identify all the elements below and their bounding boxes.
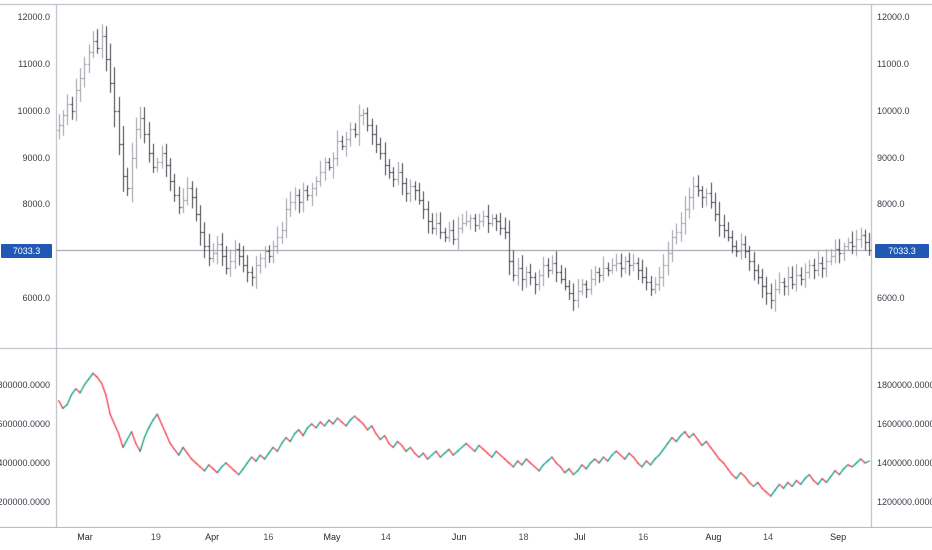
price-tick-label: 8000.0 — [877, 199, 905, 210]
right-price-axis[interactable]: 12000.0 11000.0 10000.0 9000.0 8000.0 6000.0 1… — [874, 0, 932, 550]
time-label: May — [323, 532, 341, 542]
price-tick-label: 9000.0 — [22, 152, 50, 163]
indicator-tick-label: 1800000.0000 — [877, 379, 932, 390]
time-label: Jun — [451, 532, 467, 542]
time-label: Apr — [205, 532, 220, 542]
last-price-badge-right: 7033.3 — [875, 243, 929, 258]
time-label: Mar — [77, 532, 93, 542]
price-tick-label: 12000.0 — [877, 12, 910, 23]
left-price-axis[interactable]: 12000.0 11000.0 10000.0 9000.0 8000.0 6000.0 1… — [0, 0, 54, 550]
time-label: 14 — [762, 532, 773, 542]
time-label: 14 — [380, 532, 391, 542]
last-price-badge-left: 7033.3 — [1, 243, 52, 258]
time-label: 16 — [638, 532, 649, 542]
price-tick-label: 8000.0 — [22, 199, 50, 210]
indicator-tick-label: 1600000.0000 — [877, 418, 932, 429]
indicator-tick-label: 1200000.0000 — [0, 496, 50, 507]
time-label: Sep — [830, 532, 847, 542]
price-tick-label: 11000.0 — [877, 58, 909, 69]
indicator-tick-label: 1800000.0000 — [0, 379, 50, 390]
indicator-tick-label: 1600000.0000 — [0, 418, 50, 429]
price-tick-label: 10000.0 — [877, 105, 910, 116]
price-tick-label: 10000.0 — [17, 105, 50, 116]
time-label: 16 — [263, 532, 274, 542]
price-tick-label: 12000.0 — [17, 12, 50, 23]
indicator-tick-label: 1200000.0000 — [877, 496, 932, 507]
time-label: 18 — [518, 532, 529, 542]
time-label: Jul — [573, 532, 586, 542]
time-label: Aug — [705, 532, 722, 542]
price-tick-label: 9000.0 — [877, 152, 905, 163]
time-axis[interactable]: Mar 19 Apr 16 May 14 Jun 18 Jul 16 Aug 14 Sep — [0, 528, 932, 550]
price-tick-label: 6000.0 — [877, 292, 905, 303]
price-tick-label: 11000.0 — [18, 58, 50, 69]
time-label: 19 — [150, 532, 161, 542]
indicator-tick-label: 1400000.0000 — [877, 457, 932, 468]
indicator-tick-label: 1400000.0000 — [0, 457, 50, 468]
price-tick-label: 6000.0 — [22, 292, 50, 303]
